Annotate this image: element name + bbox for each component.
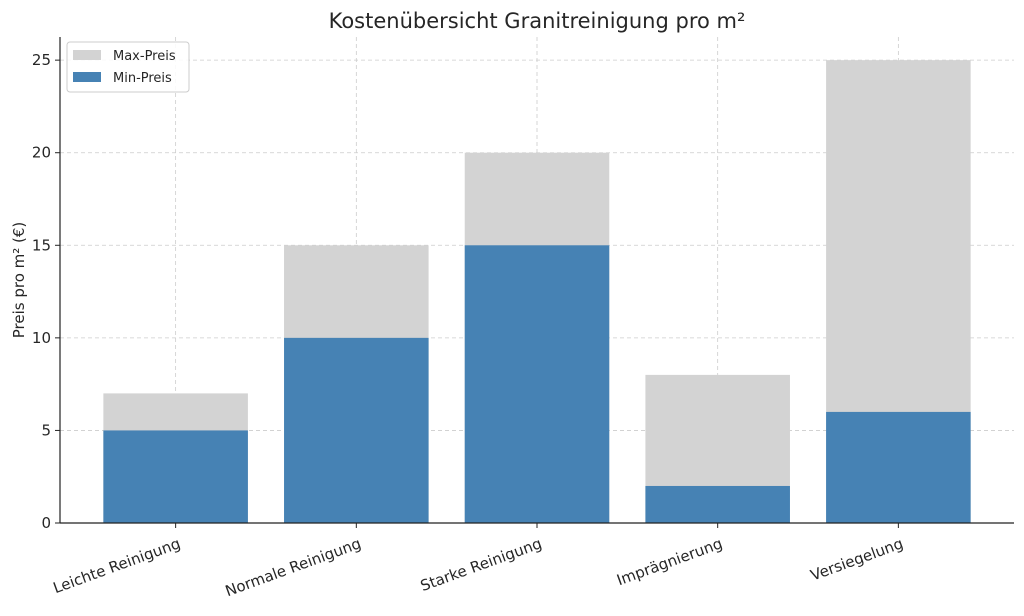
legend-swatch-max [73, 50, 101, 60]
y-tick-label: 10 [32, 329, 51, 347]
y-tick-label: 25 [32, 51, 51, 69]
y-tick-label: 0 [41, 514, 51, 532]
x-tick-label: Starke Reinigung [418, 534, 544, 595]
y-axis-label: Preis pro m² (€) [10, 222, 28, 339]
y-tick-label: 20 [32, 144, 51, 162]
x-tick-label: Versiegelung [808, 534, 905, 584]
chart-title: Kostenübersicht Granitreinigung pro m² [329, 9, 746, 33]
x-tick-label: Normale Reinigung [223, 534, 364, 600]
y-tick-label: 5 [41, 421, 51, 439]
bar-min-preis-2 [464, 245, 610, 524]
legend-label-max: Max-Preis [113, 49, 176, 64]
bar-min-preis-0 [103, 430, 248, 523]
x-tick-label: Imprägnierung [614, 534, 725, 589]
legend: Max-Preis Min-Preis [66, 41, 190, 93]
legend-swatch-min [73, 72, 101, 82]
x-tick-label: Leichte Reinigung [51, 534, 183, 597]
bar-min-preis-1 [284, 337, 429, 523]
legend-label-min: Min-Preis [113, 71, 172, 86]
y-tick-label: 15 [32, 236, 51, 254]
bar-min-preis-3 [645, 485, 790, 523]
bar-min-preis-4 [826, 411, 971, 523]
bars [103, 60, 971, 524]
